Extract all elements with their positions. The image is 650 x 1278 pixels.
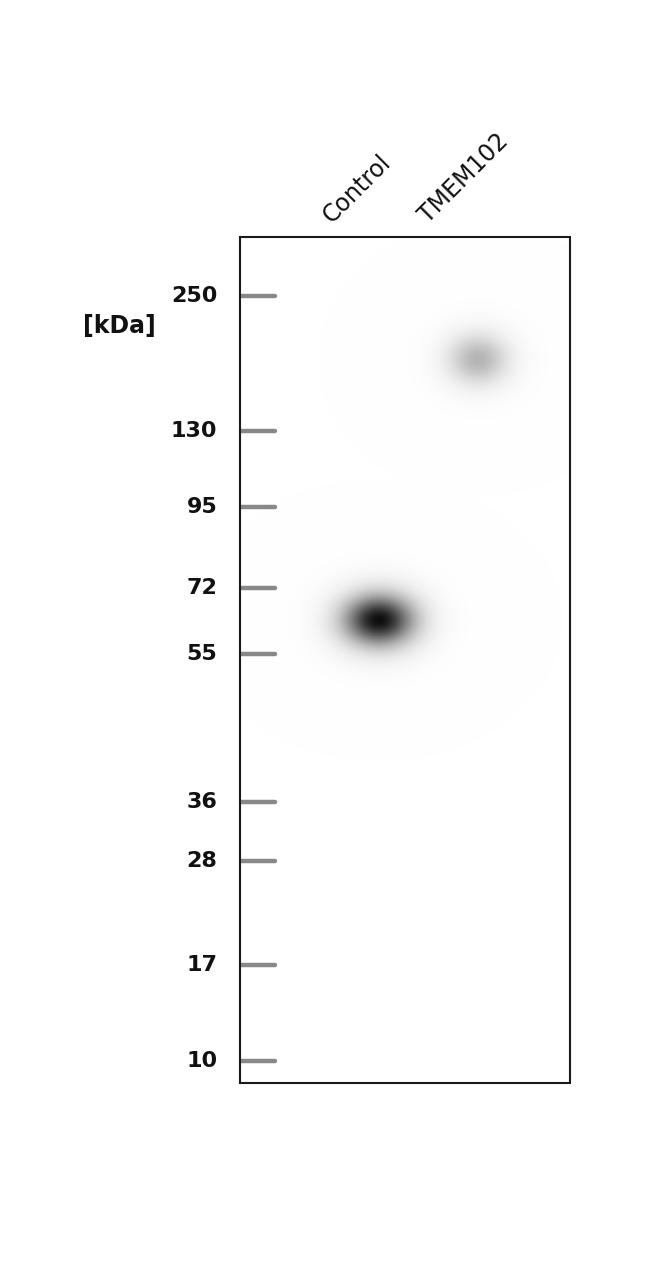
Text: 28: 28 — [187, 851, 217, 870]
Text: 250: 250 — [171, 286, 217, 305]
Text: 17: 17 — [187, 955, 217, 975]
Text: 10: 10 — [186, 1051, 217, 1071]
Text: 36: 36 — [187, 792, 217, 812]
Text: Control: Control — [318, 150, 396, 227]
Text: 55: 55 — [187, 644, 217, 665]
Bar — [240, 236, 570, 1084]
Text: 72: 72 — [187, 579, 217, 598]
Text: 95: 95 — [187, 497, 217, 516]
Text: 130: 130 — [171, 420, 217, 441]
Text: [kDa]: [kDa] — [83, 313, 155, 337]
Text: TMEM102: TMEM102 — [415, 129, 513, 227]
